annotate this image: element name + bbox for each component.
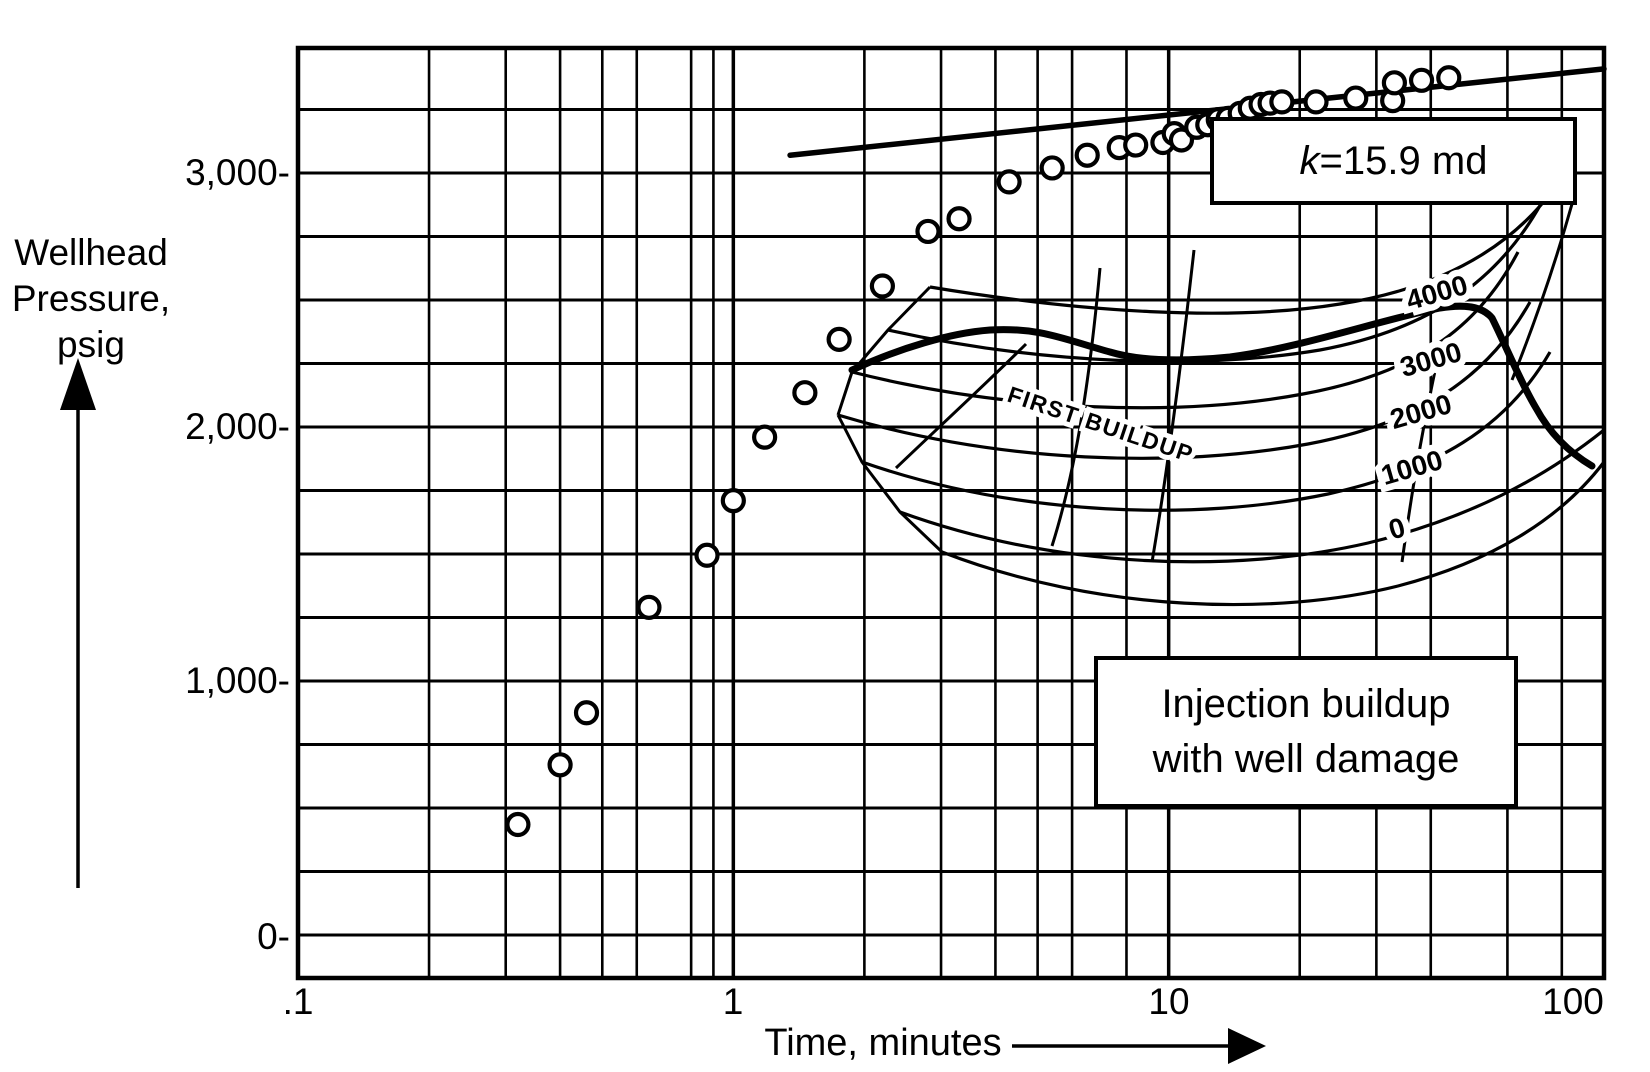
data-point xyxy=(1408,67,1435,93)
overlay-cross-line xyxy=(1150,249,1196,563)
plot-frame xyxy=(295,45,1607,981)
data-point xyxy=(573,700,600,726)
y-axis-title-line: psig xyxy=(57,324,125,365)
data-point xyxy=(1269,89,1295,115)
x-axis-arrow-head xyxy=(1228,1028,1266,1064)
y-axis-title-line: Pressure, xyxy=(11,278,171,319)
y-tick-1000: 1,000- xyxy=(185,660,290,701)
data-point xyxy=(1381,70,1407,96)
y-tick-3000: 3,000- xyxy=(185,152,290,193)
data-point xyxy=(505,811,531,838)
data-point xyxy=(1343,85,1369,111)
data-point xyxy=(946,206,972,232)
k-value: =15.9 md xyxy=(1319,138,1488,183)
overlay-cross-line xyxy=(894,342,1028,470)
y-axis-title: Wellhead Pressure, psig xyxy=(0,230,182,368)
data-point xyxy=(547,752,573,778)
overlay-contour-line xyxy=(887,201,1544,364)
x-axis-title: Time, minutes xyxy=(764,1022,1002,1064)
overlay-contour-line xyxy=(861,351,1552,512)
x-tick-0p1: .1 xyxy=(282,981,314,1022)
overlay-contour-line xyxy=(899,428,1605,564)
note-line-2: with well damage xyxy=(1152,737,1460,781)
first-buildup-curve xyxy=(848,302,1596,470)
x-tick-1: 1 xyxy=(722,981,744,1022)
data-point xyxy=(792,380,818,406)
semilog-fit-line xyxy=(787,66,1607,158)
data-point xyxy=(996,169,1022,195)
y-axis-arrow-head xyxy=(60,358,96,410)
note-annotation-box: Injection buildup with well damage xyxy=(1094,656,1518,808)
data-point xyxy=(1123,132,1149,158)
permeability-annotation-box: k =15.9 md xyxy=(1210,117,1577,205)
overlay-contour-line xyxy=(837,301,1532,460)
contour-label: 0 xyxy=(1385,511,1409,545)
data-point xyxy=(869,273,896,299)
data-point xyxy=(1074,142,1100,168)
data-point xyxy=(752,424,778,450)
overlay-contour-line xyxy=(929,155,1576,315)
data-point xyxy=(720,488,746,514)
overlay-contour-line xyxy=(851,251,1520,410)
overlay-cross-line xyxy=(836,414,944,554)
k-symbol: k xyxy=(1299,138,1320,183)
data-point xyxy=(915,218,941,245)
contour-label: 1000 xyxy=(1378,444,1446,491)
overlay-cross-line xyxy=(1510,203,1574,381)
x-tick-10: 10 xyxy=(1148,981,1190,1022)
y-axis-title-line: Wellhead xyxy=(14,232,168,273)
axis-arrows xyxy=(60,358,1266,1064)
first-buildup-overlay xyxy=(836,155,1606,607)
data-point xyxy=(636,594,662,620)
y-tick-2000: 2,000- xyxy=(185,406,290,447)
data-point xyxy=(826,326,852,352)
data-point xyxy=(1436,65,1462,91)
note-line-1: Injection buildup xyxy=(1161,682,1451,726)
data-point xyxy=(694,542,720,568)
y-tick-0: 0- xyxy=(257,916,290,957)
data-point xyxy=(1303,89,1329,115)
overlay-contour-line xyxy=(941,461,1606,607)
data-point xyxy=(1039,155,1065,181)
x-tick-100: 100 xyxy=(1542,981,1604,1022)
overlay-cross-line xyxy=(836,285,932,416)
